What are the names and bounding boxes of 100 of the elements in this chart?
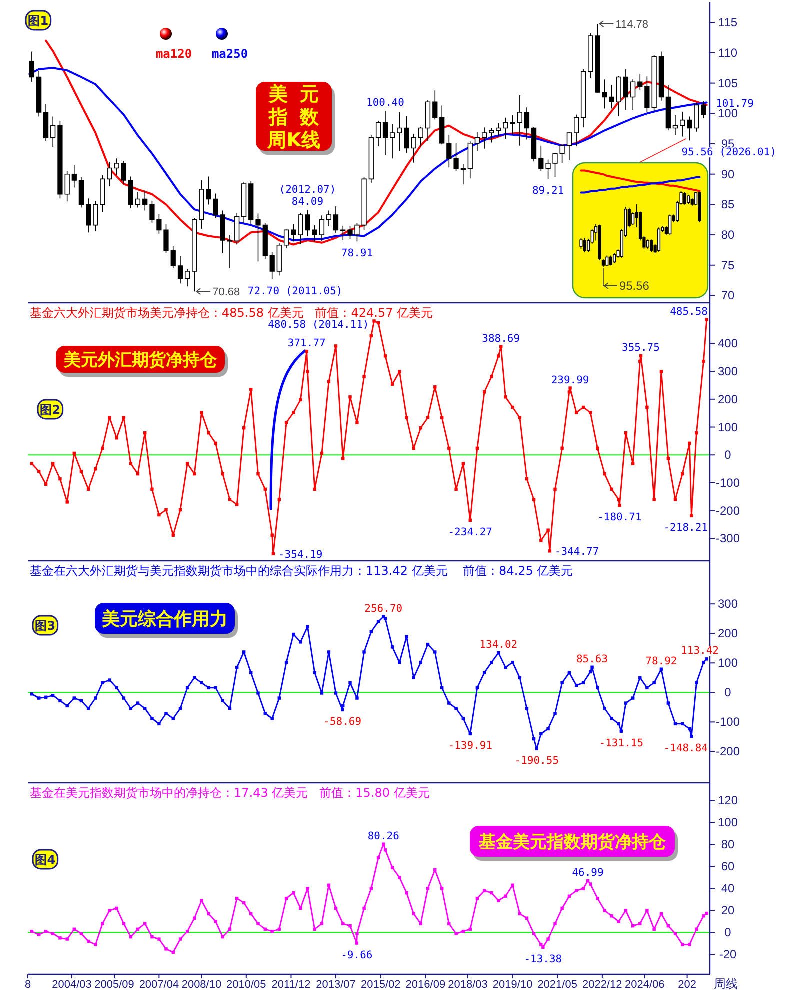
y-tick-label: 120 [718,794,738,808]
candlestick [50,116,56,148]
candlestick [503,118,508,140]
y-tick-label: 80 [721,228,735,242]
candlestick [609,255,612,266]
candlestick [58,120,63,200]
annotation: 85.63 [576,653,608,666]
x-tick-label: 2016/09 [406,979,446,990]
y-tick-label: 80 [721,838,735,852]
candlestick [482,127,488,150]
candlestick [368,135,374,184]
y-tick-label: 0 [724,686,732,700]
x-tick-label: 2019/10 [492,979,533,990]
candlestick [72,164,77,188]
candlestick [489,128,494,144]
label-badge: 图3 [32,615,59,636]
candlestick [100,175,106,212]
candlestick [602,259,605,268]
candlestick [178,256,184,284]
candlestick [184,268,190,288]
annotation: 134.02 [480,639,518,652]
candlestick [36,70,42,118]
candlestick [234,212,240,246]
annotation: -9.66 [341,949,373,962]
candlestick [687,194,690,205]
annotation: 89.21 [532,185,564,198]
candlestick [680,111,686,138]
title-plate: 基金美元指数期货净持仓 [470,826,678,861]
annotation: 239.99 [551,374,590,386]
candlestick [583,238,586,253]
candlestick [630,79,636,110]
y-tick-label: 100 [718,816,738,830]
annotation: 355.75 [622,342,660,354]
candlestick [531,126,537,162]
candlestick [418,126,424,148]
candlestick [142,190,148,212]
candlestick [192,218,198,292]
candlestick [432,90,438,120]
candlestick [650,239,654,252]
candlestick [646,239,650,250]
candlestick [333,206,339,234]
candlestick [64,170,70,202]
annotation: -190.55 [514,754,560,767]
candlestick [598,224,602,261]
x-tick-label: 2005/09 [94,979,134,990]
y-tick-label: 100 [718,656,738,670]
candlestick [262,223,268,260]
candlestick [595,24,600,94]
title-plate: 美元指数周K线 [256,82,335,155]
candlestick [701,101,706,119]
candlestick [446,134,452,168]
annotation: -180.71 [598,511,642,524]
title-plate: 美元外汇期货净持仓 [56,346,228,377]
y-tick-label: 70 [721,288,735,303]
candlestick [666,84,671,132]
y-tick-label: 105 [718,76,738,90]
x-tick-label: 2010/05 [226,979,266,990]
candlestick [588,33,594,79]
candlestick [29,51,35,83]
x-tick-label: 8 [24,979,32,990]
candlestick [672,115,678,136]
annotation: -218.21 [664,522,708,534]
y-tick-label: -100 [716,715,740,730]
annotation: -13.38 [524,953,562,966]
y-tick-label: 110 [718,46,738,60]
candlestick [276,243,282,276]
x-tick-label: 2024/06 [624,979,665,990]
candlestick [390,124,396,159]
candlestick [107,162,112,187]
x-axis-title: 周线 [714,977,738,990]
annotation: 388.69 [482,332,520,345]
annotation: -139.91 [448,740,493,752]
annotation: 100.40 [366,97,404,110]
annotation: 371.77 [288,338,326,350]
annotation: -148.84 [664,742,708,755]
annotation: 78.91 [341,248,374,260]
annotation: 95.56 [619,279,650,293]
candlestick [657,227,661,252]
candlestick [580,238,583,250]
candlestick [698,192,702,223]
y-tick-label: 90 [721,167,735,182]
label-badge: 图1 [25,10,52,31]
candlestick [312,224,318,242]
y-tick-label: 0 [724,448,732,462]
y-tick-label: -20 [719,948,737,962]
candlestick [510,115,516,136]
candlestick [652,55,657,112]
candlestick [538,145,544,172]
y-tick-label: 200 [718,626,738,641]
candlestick [474,132,480,152]
legend-label: ma250 [212,47,248,61]
candlestick [291,224,296,242]
x-tick-label: 202 [678,979,696,990]
annotation: 78.92 [646,655,678,668]
candlestick [404,116,410,154]
candlestick [326,210,332,227]
candlestick [121,160,127,184]
candlestick [468,141,473,179]
title-plate: 美元综合作用力 [95,603,238,638]
candlestick [376,120,382,147]
